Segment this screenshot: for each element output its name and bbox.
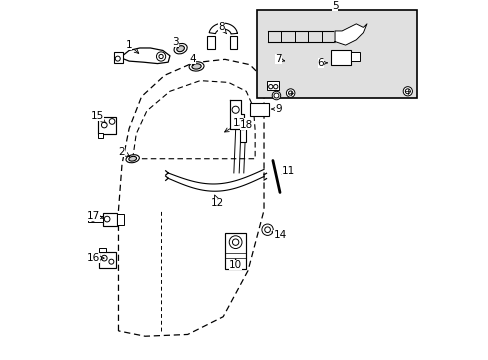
Bar [331,50,350,65]
Bar [99,252,116,268]
Ellipse shape [126,155,139,163]
Bar [256,10,416,98]
Circle shape [109,259,114,264]
Ellipse shape [174,44,187,54]
Bar [240,122,245,142]
Text: 18: 18 [239,120,252,130]
Circle shape [262,224,273,235]
Circle shape [288,91,292,95]
Bar [229,36,237,49]
Text: 4: 4 [189,54,196,66]
Text: 12: 12 [211,195,224,208]
Ellipse shape [128,156,136,161]
Text: 3: 3 [172,37,178,48]
Circle shape [156,52,165,61]
Circle shape [104,216,110,222]
Circle shape [90,216,95,221]
Ellipse shape [189,62,203,71]
Circle shape [115,56,120,61]
Text: 8: 8 [218,22,226,34]
Bar [117,214,123,225]
Circle shape [101,122,107,128]
Text: 16: 16 [87,253,104,263]
Circle shape [229,236,242,248]
Text: 7: 7 [274,54,284,64]
Ellipse shape [192,64,201,69]
Bar [99,248,106,252]
Circle shape [101,255,107,261]
Bar [102,213,117,226]
Circle shape [273,85,277,89]
Circle shape [109,118,115,124]
Ellipse shape [177,46,184,52]
Bar [98,133,103,138]
Bar [114,51,123,63]
Circle shape [232,106,239,113]
Bar [266,81,279,90]
Circle shape [159,54,163,59]
Bar [249,103,269,116]
Text: 14: 14 [271,230,286,240]
Text: 17: 17 [87,211,103,221]
Circle shape [286,89,294,97]
Text: 15: 15 [90,111,105,123]
Text: 2: 2 [119,147,129,157]
Circle shape [264,227,270,233]
Bar [98,117,116,134]
Polygon shape [334,24,366,45]
Circle shape [268,85,272,89]
Polygon shape [120,48,170,64]
Circle shape [273,93,278,98]
Circle shape [405,89,409,94]
Text: 9: 9 [271,104,281,114]
Text: 13: 13 [224,118,245,132]
Text: 5: 5 [331,1,338,11]
Bar [256,10,416,98]
Text: 1: 1 [125,40,139,53]
Bar [88,216,103,222]
Bar [224,233,246,269]
Circle shape [232,239,238,246]
Text: 10: 10 [228,259,242,270]
Polygon shape [230,100,244,129]
Circle shape [272,91,280,100]
Bar [350,52,359,61]
Text: 11: 11 [282,166,295,176]
Text: 6: 6 [317,58,326,68]
Circle shape [403,87,411,96]
Polygon shape [209,23,237,34]
Bar [207,36,215,49]
